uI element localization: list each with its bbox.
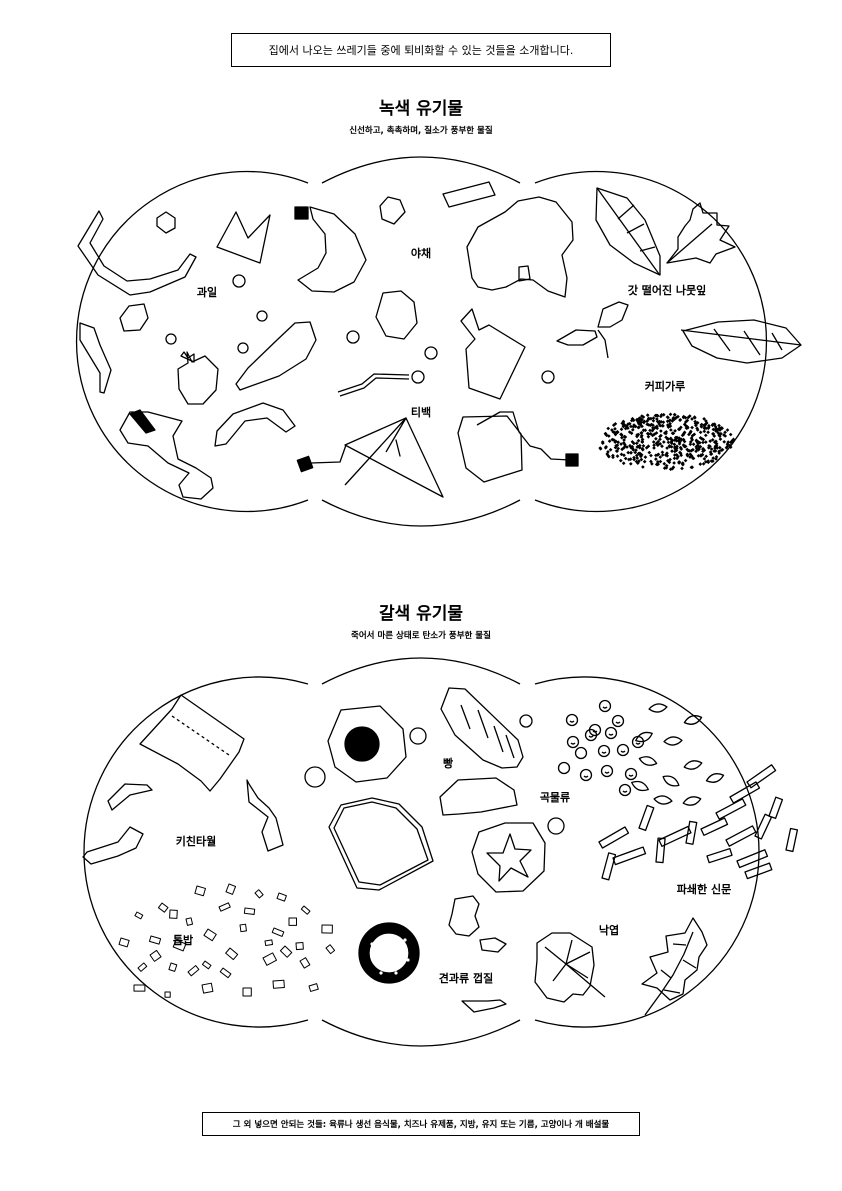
vegetable-drawings — [294, 181, 574, 400]
label-dry-leaves: 낙엽 — [599, 923, 619, 937]
label-vegetable: 야채 — [411, 246, 431, 260]
intro-box: 집에서 나오는 쓰레기들 중에 퇴비화할 수 있는 것들을 소개합니다. — [231, 33, 611, 67]
label-bread: 빵 — [443, 756, 453, 770]
label-shredded-newspaper: 파쇄한 신문 — [677, 882, 731, 896]
footer-box: 그 외 넣으면 안되는 것들: 육류나 생선 음식물, 치즈나 유제품, 지방,… — [202, 1112, 640, 1136]
label-fresh-leaves: 갓 떨어진 나뭇잎 — [628, 283, 707, 297]
green-section-subtitle: 신선하고, 촉촉하며, 질소가 풍부한 물질 — [349, 126, 493, 136]
bread-drawings — [304, 687, 533, 891]
nut-shell-drawings — [358, 817, 565, 1013]
item-labels: 과일 야채 갓 떨어진 나뭇잎 티백 커피가루 키친타월 빵 곡물류 톱밥 파쇄… — [173, 246, 731, 985]
label-nut-shells: 견과류 껍질 — [439, 971, 493, 985]
footer-text: 그 외 넣으면 안되는 것들: 육류나 생선 음식물, 치즈나 유제품, 지방,… — [232, 1120, 610, 1130]
label-sawdust: 톱밥 — [173, 933, 193, 947]
green-venn-outline — [75, 156, 768, 527]
dry-leaf-drawings — [534, 917, 708, 1016]
grain-drawings — [557, 699, 725, 806]
label-grains: 곡물류 — [540, 791, 570, 804]
sawdust-flakes — [118, 883, 336, 998]
fresh-leaf-drawings — [556, 187, 802, 364]
label-tea-bag: 티백 — [411, 405, 431, 419]
label-fruit: 과일 — [197, 285, 217, 299]
intro-text: 집에서 나오는 쓰레기들 중에 퇴비화할 수 있는 것들을 소개합니다. — [268, 44, 574, 57]
coffee-grounds-dots — [598, 412, 736, 472]
label-kitchen-towel: 키친타월 — [176, 834, 216, 848]
brown-section-subtitle: 죽어서 마른 상태로 탄소가 풍부한 물질 — [351, 631, 491, 641]
shredded-newspaper-strips — [598, 764, 799, 881]
green-section-title: 녹색 유기물 — [378, 99, 464, 119]
tea-bag-drawings — [296, 370, 579, 498]
brown-venn-outline — [83, 657, 760, 1047]
label-coffee-grounds: 커피가루 — [645, 379, 685, 393]
fruit-drawings — [77, 210, 317, 500]
brown-section-title: 갈색 유기물 — [378, 604, 464, 624]
kitchen-towel-drawings — [82, 694, 284, 865]
